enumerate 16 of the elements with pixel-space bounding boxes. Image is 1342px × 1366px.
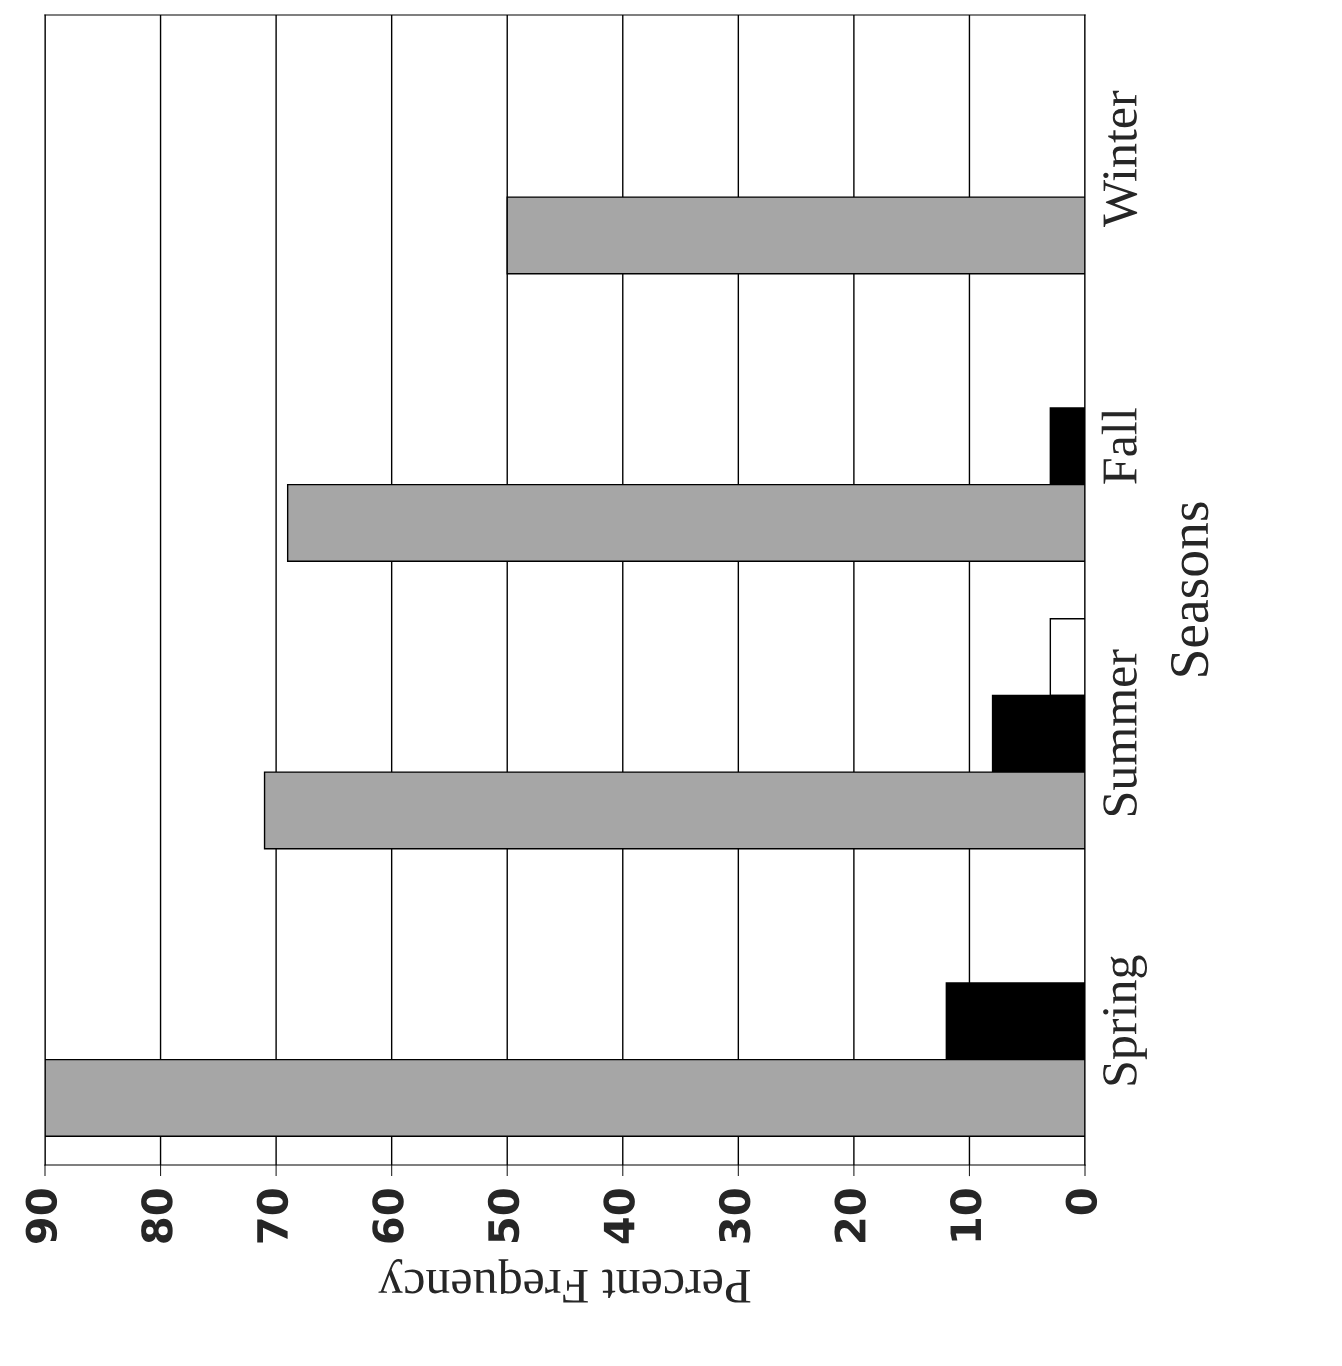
x-tick-label: 30 <box>718 1189 751 1243</box>
x-tick-label: 50 <box>487 1189 520 1242</box>
x-tick-label: 90 <box>25 1189 58 1244</box>
x-tick-label: 10 <box>950 1189 982 1241</box>
y-tick-label: Summer <box>1103 649 1137 816</box>
x-tick-label: 0 <box>1065 1189 1098 1215</box>
y-axis-title: Seasons <box>1170 502 1209 676</box>
x-tick-label: 70 <box>256 1189 289 1243</box>
y-tick-label: Fall <box>1101 408 1137 484</box>
x-tick-label: 40 <box>603 1189 635 1244</box>
y-tick-label: Spring <box>1103 955 1148 1085</box>
x-tick-label: 60 <box>372 1189 404 1243</box>
x-tick-label: 20 <box>834 1189 866 1242</box>
y-tick-label: Winter <box>1103 90 1138 228</box>
x-axis-title: Percent Frequency <box>378 1259 751 1303</box>
x-tick-label: 80 <box>141 1189 173 1243</box>
